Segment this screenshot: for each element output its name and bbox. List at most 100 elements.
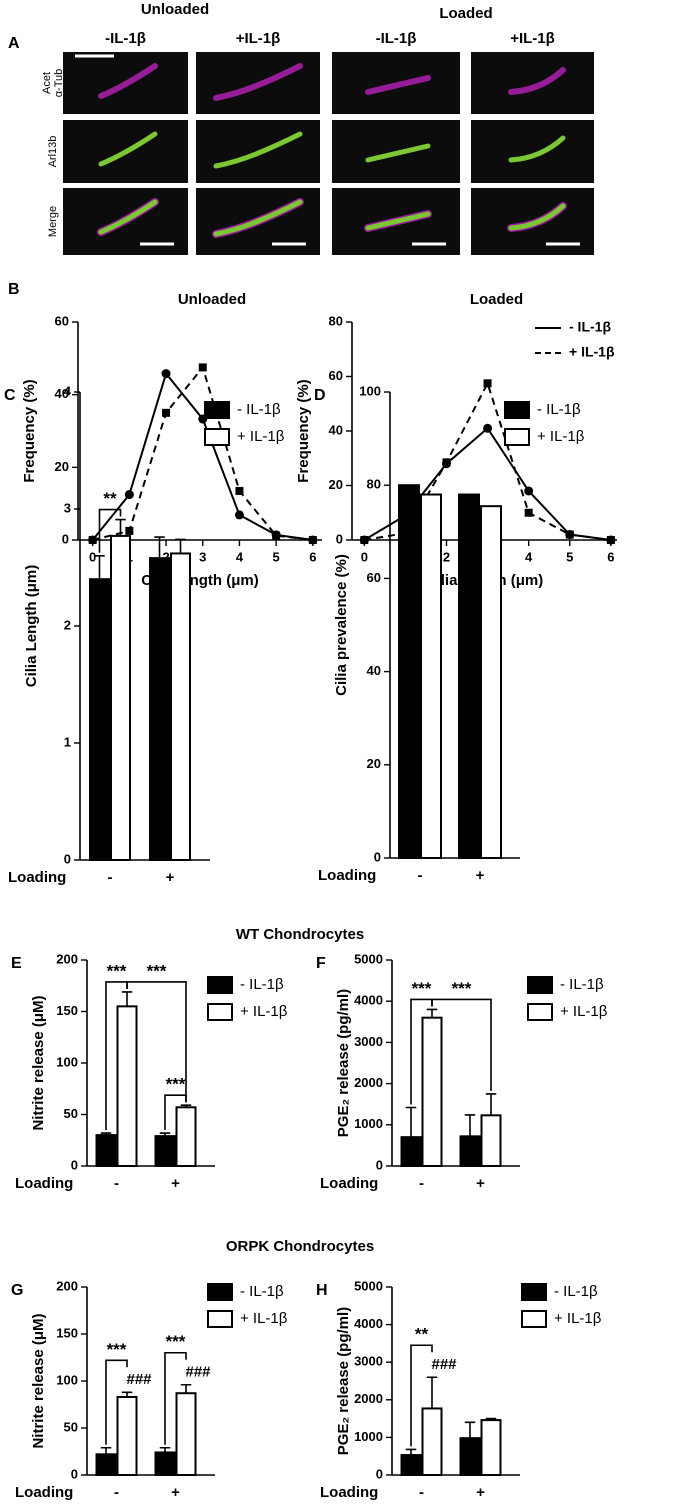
marker: [483, 423, 493, 433]
bar: [154, 1135, 176, 1168]
panel-label: D: [314, 387, 326, 404]
significance-bracket: [105, 1359, 128, 1445]
bar: [110, 534, 131, 861]
marker: [483, 379, 492, 388]
y-tick-label: 1000: [354, 1116, 383, 1131]
x-tick-label: 2: [162, 549, 169, 564]
significance-bracket: [164, 1094, 187, 1131]
annotation: ***: [147, 961, 167, 980]
marker: [272, 531, 281, 540]
chart-title: Loaded: [470, 291, 523, 308]
marker: [124, 490, 134, 500]
micrograph: [196, 52, 320, 114]
y-tick-label: 80: [329, 313, 343, 328]
cilium: [365, 211, 431, 231]
marker: [235, 486, 244, 495]
cilium: [213, 199, 303, 237]
x-tick-label: 0: [361, 549, 368, 564]
x-axis-label: Loading: [318, 867, 376, 884]
x-tick-label: +: [166, 869, 175, 886]
legend-swatch: [207, 1283, 233, 1301]
micrograph: [471, 188, 594, 255]
x-tick-label: 4: [525, 549, 533, 564]
cilium: [213, 131, 303, 169]
cilium: [508, 67, 566, 95]
y-tick-label: 50: [64, 1419, 78, 1434]
y-tick-label: 3: [64, 500, 71, 515]
cilium: [213, 63, 303, 101]
y-tick-label: 5000: [354, 1278, 383, 1293]
column-label: +IL-1β: [236, 30, 281, 47]
micrograph: [63, 188, 188, 255]
y-tick-label: 3000: [354, 1354, 383, 1369]
bar: [116, 1005, 138, 1167]
bar: [89, 578, 110, 861]
legend-label: - IL-1β: [569, 319, 611, 335]
micrograph: [471, 120, 594, 183]
bar: [170, 552, 191, 862]
bar: [175, 1106, 197, 1168]
bar: [480, 1114, 502, 1167]
x-tick-label: 0: [89, 549, 96, 564]
y-tick-label: 0: [376, 1157, 383, 1172]
y-tick-label: 40: [55, 386, 69, 401]
legend-label: + IL-1β: [240, 1310, 288, 1327]
legend-swatch: [204, 401, 230, 419]
legend-swatch: [207, 1310, 233, 1328]
y-axis-label: PGE₂ release (pg/ml): [335, 989, 352, 1137]
y-axis-label: Nitrite release (μM): [30, 995, 47, 1130]
chart-title: Unloaded: [178, 291, 246, 308]
x-tick-label: -: [108, 869, 113, 886]
legend-swatch: [521, 1283, 547, 1301]
y-tick-label: 0: [62, 531, 69, 546]
annotation: ###: [431, 1356, 457, 1373]
legend-label: + IL-1β: [560, 1003, 608, 1020]
legend-swatch: [521, 1310, 547, 1328]
bar: [459, 1437, 481, 1476]
y-tick-label: 0: [376, 1466, 383, 1481]
bar: [116, 1395, 138, 1476]
micrograph: [332, 120, 460, 183]
y-tick-label: 50: [64, 1106, 78, 1121]
y-tick-label: 5000: [354, 951, 383, 966]
cilium: [98, 63, 158, 99]
x-tick-label: -: [419, 1484, 424, 1501]
micrograph: [196, 188, 320, 255]
bar: [480, 1419, 502, 1477]
bar: [459, 1135, 481, 1168]
cilium: [508, 135, 566, 163]
x-tick-label: -: [419, 1175, 424, 1192]
micrograph: [332, 52, 460, 114]
section-heading: ORPK Chondrocytes: [226, 1238, 374, 1255]
row-label: Merge: [47, 206, 59, 237]
annotation: ***: [452, 979, 472, 998]
marker: [524, 508, 533, 517]
panel-label: H: [316, 1282, 328, 1299]
y-axis-label: Frequency (%): [295, 379, 312, 482]
cilium: [365, 75, 431, 95]
legend-label: - IL-1β: [240, 976, 284, 993]
cilium: [98, 131, 158, 167]
legend-label: + IL-1β: [554, 1310, 602, 1327]
x-tick-label: 5: [273, 549, 280, 564]
significance-bracket: [431, 998, 492, 1091]
x-tick-label: 6: [607, 549, 614, 564]
marker: [234, 510, 244, 520]
legend-swatch: [527, 1003, 553, 1021]
tile: [471, 52, 594, 114]
bar: [420, 493, 442, 859]
error-bar: [405, 1106, 417, 1138]
legend-label: + IL-1β: [569, 344, 615, 360]
x-tick-label: 4: [236, 549, 244, 564]
y-tick-label: 40: [367, 663, 381, 678]
legend-swatch: [504, 401, 530, 419]
y-tick-label: 2000: [354, 1075, 383, 1090]
panel-label: F: [316, 955, 326, 972]
marker: [125, 526, 134, 535]
legend-label: - IL-1β: [554, 1283, 598, 1300]
x-tick-label: 2: [443, 549, 450, 564]
bar: [421, 1407, 443, 1476]
y-tick-label: 40: [329, 422, 343, 437]
annotation: ***: [107, 1340, 127, 1359]
